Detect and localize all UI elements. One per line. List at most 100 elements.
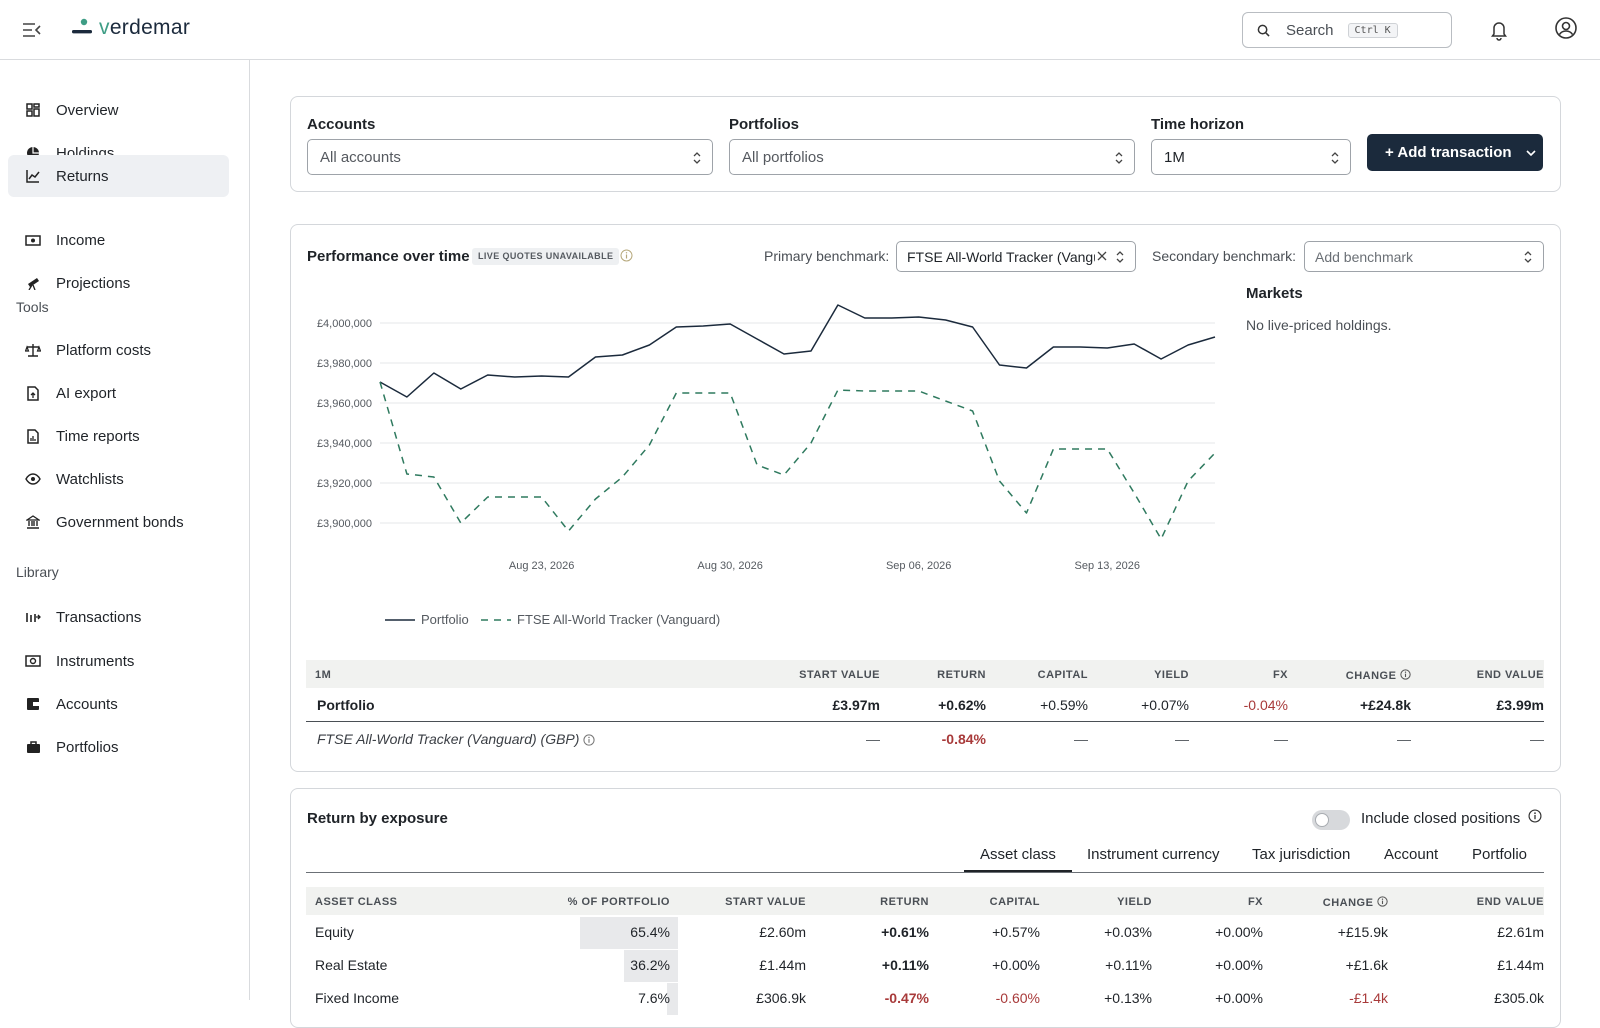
app-logo[interactable]: v erdemar (71, 16, 190, 40)
live-quotes-badge: LIVE QUOTES UNAVAILABLE (472, 248, 620, 265)
exposure-header-end: END VALUE (1476, 896, 1544, 908)
exposure-header-yield: YIELD (1117, 896, 1152, 908)
sidebar-item-ai-export[interactable]: AI export (8, 372, 229, 414)
sidebar-item-label: Portfolios (56, 738, 119, 756)
sidebar-item-accounts[interactable]: Accounts (8, 683, 229, 725)
exposure-header-row (306, 887, 1544, 915)
portfolio-series-line (379, 304, 1216, 398)
accounts-select[interactable]: All accounts (307, 139, 713, 175)
summary-header-yield: YIELD (1154, 669, 1189, 681)
tab-instrument-currency[interactable]: Instrument currency (1087, 846, 1220, 863)
sidebar-item-portfolios[interactable]: Portfolios (8, 726, 229, 768)
row-asset-class: Real Estate (315, 957, 388, 973)
summary-header-return: RETURN (937, 669, 986, 681)
sidebar-item-projections[interactable]: Projections (8, 262, 229, 304)
tab-account[interactable]: Account (1384, 846, 1439, 863)
row-change: +£15.9k (1337, 924, 1388, 940)
tab-asset-class[interactable]: Asset class (964, 846, 1072, 872)
summary-header-change-label: CHANGE (1345, 670, 1397, 682)
info-icon[interactable] (620, 249, 633, 262)
row-pct: 7.6% (638, 990, 670, 1006)
accounts-select-value: All accounts (320, 148, 401, 166)
sidebar-item-platform-costs[interactable]: Platform costs (8, 329, 229, 371)
row-capital: — (1074, 731, 1088, 747)
bell-icon[interactable] (1490, 19, 1508, 46)
wallet-icon (25, 696, 41, 712)
primary-benchmark-select[interactable]: FTSE All-World Tracker (Vanguard) (896, 241, 1136, 272)
instrument-icon (25, 653, 41, 669)
row-ret: -0.47% (884, 990, 929, 1006)
sidebar-item-income[interactable]: Income (8, 219, 229, 261)
sidebar-item-label: Government bonds (56, 513, 184, 531)
sidebar-item-instruments[interactable]: Instruments (8, 640, 229, 682)
row-end: £2.61m (1497, 924, 1544, 940)
markets-title: Markets (1246, 285, 1303, 302)
include-closed-toggle[interactable] (1312, 810, 1350, 830)
logo-text-prefix: v (99, 16, 110, 39)
row-fx: — (1274, 731, 1288, 747)
menu-toggle-icon[interactable] (20, 18, 44, 42)
sidebar-item-label: Returns (56, 167, 109, 185)
sidebar-item-label: Income (56, 231, 106, 249)
portfolios-select[interactable]: All portfolios (729, 139, 1135, 175)
sidebar-item-government-bonds[interactable]: Government bonds (8, 501, 229, 543)
row-yield: +0.03% (1104, 924, 1152, 940)
sidebar-item-label: AI export (56, 384, 117, 402)
exposure-header-class: ASSET CLASS (315, 896, 398, 908)
row-end-value: £3.99m (1496, 697, 1544, 713)
sidebar-item-watchlists[interactable]: Watchlists (8, 458, 229, 500)
file-export-icon (25, 385, 41, 401)
logo-mark-icon (72, 18, 92, 34)
pct-bar (623, 950, 678, 982)
sidebar-item-label: Accounts (56, 695, 118, 713)
row-ret: +0.61% (881, 924, 929, 940)
secondary-benchmark-select[interactable]: Add benchmark (1304, 241, 1544, 272)
sidebar-section-tools: Tools (16, 299, 49, 315)
row-change: +£1.6k (1345, 957, 1388, 973)
tab-tax-jurisdiction[interactable]: Tax jurisdiction (1252, 846, 1351, 863)
user-avatar-icon[interactable] (1554, 16, 1578, 45)
x-tick-label: Sep 13, 2026 (1075, 560, 1140, 572)
time-horizon-select[interactable]: 1M (1151, 139, 1351, 175)
row-pct: 65.4% (630, 924, 670, 940)
row-yield: +0.07% (1141, 697, 1189, 713)
sidebar: Overview Holdings Returns Income Project… (0, 60, 250, 1000)
performance-title: Performance over time (307, 248, 470, 265)
sidebar-item-label: Projections (56, 274, 131, 292)
row-fx: +0.00% (1215, 957, 1263, 973)
sidebar-item-transactions[interactable]: Transactions (8, 596, 229, 638)
sidebar-item-returns[interactable]: Returns (8, 155, 229, 197)
info-icon[interactable] (1377, 896, 1388, 907)
secondary-benchmark-placeholder: Add benchmark (1315, 248, 1414, 265)
eye-icon (25, 471, 41, 487)
chevron-updown-icon (1115, 152, 1123, 164)
benchmark-series-line (379, 381, 1216, 540)
row-start: £2.60m (759, 924, 806, 940)
info-icon[interactable] (1400, 669, 1411, 680)
sidebar-item-overview[interactable]: Overview (8, 89, 229, 131)
info-icon[interactable] (1528, 809, 1542, 823)
row-start-value: — (866, 731, 880, 747)
chevron-down-icon (1525, 149, 1536, 156)
info-icon[interactable] (583, 734, 595, 746)
tab-portfolio[interactable]: Portfolio (1472, 846, 1528, 863)
sidebar-item-label: Overview (56, 101, 119, 119)
search-label: Search (1286, 21, 1334, 39)
pct-bar (666, 983, 678, 1015)
telescope-icon (25, 275, 41, 291)
search-box[interactable]: Search Ctrl K (1242, 12, 1452, 48)
exposure-header-pct: % OF PORTFOLIO (567, 896, 670, 908)
chevron-updown-icon (1116, 251, 1124, 263)
y-tick-label: £3,900,000 (317, 518, 372, 530)
sidebar-item-time-reports[interactable]: Time reports (8, 415, 229, 457)
row-name: Portfolio (317, 697, 375, 713)
row-yield: +0.11% (1105, 957, 1152, 973)
tabs-divider (306, 872, 1544, 873)
portfolios-select-value: All portfolios (742, 148, 824, 166)
summary-header-period: 1M (315, 669, 332, 681)
primary-benchmark-label: Primary benchmark: (764, 248, 890, 264)
summary-header-change: CHANGE (1346, 669, 1411, 682)
add-transaction-button[interactable]: + Add transaction (1367, 134, 1543, 171)
clear-icon[interactable] (1097, 251, 1107, 261)
summary-header-fx: FX (1272, 669, 1288, 681)
